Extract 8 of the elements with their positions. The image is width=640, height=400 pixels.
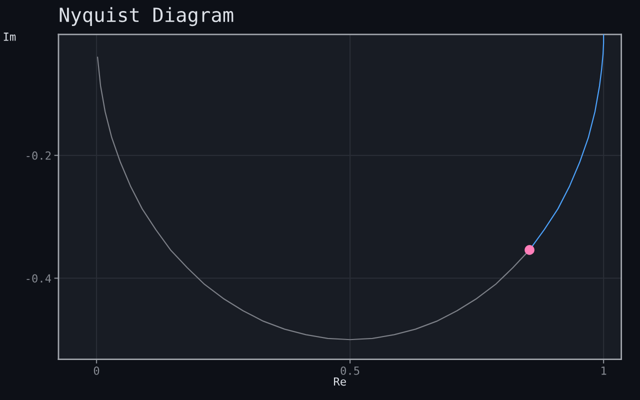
x-tick-label: 0 (94, 366, 100, 375)
chart-title: Nyquist Diagram (60, 7, 234, 26)
x-tick-label: 0.5 (340, 366, 360, 375)
x-axis-title: Re (334, 377, 346, 386)
y-tick-label: -0.2 (26, 151, 51, 160)
y-axis-title: Im (4, 32, 16, 41)
y-tick-label: -0.4 (26, 274, 52, 283)
x-tick-label: 1 (602, 366, 606, 375)
